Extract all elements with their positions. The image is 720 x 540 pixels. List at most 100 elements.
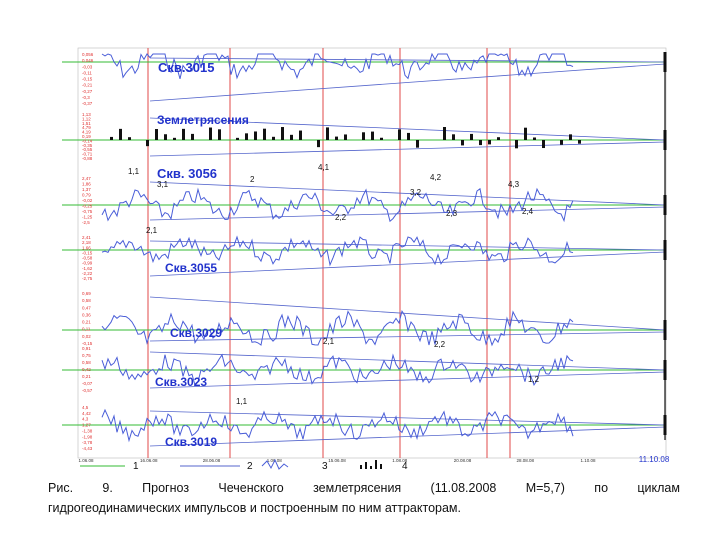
impulse-bar: [218, 129, 221, 140]
signal-line: [101, 309, 574, 347]
impulse-bar: [362, 132, 365, 140]
y-tick-label: 0,056: [82, 52, 94, 57]
impulse-bar: [533, 137, 536, 140]
impulse-bar: [254, 131, 257, 140]
impulse-bar: [272, 136, 275, 140]
y-tick-label: 1,86: [82, 182, 91, 187]
y-tick-label: -0,15: [82, 250, 93, 255]
y-tick-label: -0,11: [82, 70, 92, 75]
extremum-label: 1,1: [128, 167, 140, 176]
y-tick-label: 0,91: [82, 346, 91, 351]
x-tick-label: 1.06.08: [78, 458, 94, 463]
x-tick-label: 15.06.08: [328, 458, 346, 463]
y-tick-label: 1,13: [82, 112, 91, 117]
y-tick-label: 0,47: [82, 305, 91, 310]
y-tick-label: -0,07: [82, 381, 93, 386]
y-tick-label: -0,15: [82, 341, 93, 346]
impulse-bar: [542, 140, 545, 149]
y-tick-label: -2,75: [82, 276, 93, 281]
legend-label: 2: [247, 461, 253, 470]
x-tick-label: 1.08.08: [392, 458, 408, 463]
y-tick-label: -1,98: [82, 434, 93, 439]
impulse-bar: [470, 133, 473, 140]
y-tick-label: -4,43: [82, 446, 93, 451]
y-tick-label: 1,27: [82, 423, 91, 428]
series-name-label: Скв. 3056: [157, 166, 217, 181]
y-tick-label: -3,78: [82, 440, 93, 445]
legend-swatch-bar: [365, 462, 367, 469]
attractor-line: [149, 181, 666, 206]
x-tick-label: 28.08.08: [516, 458, 534, 463]
caption-word: землетрясения: [313, 481, 402, 495]
y-tick-label: -0,71: [82, 152, 93, 157]
attractor-line: [149, 63, 666, 102]
attractor-line: [149, 296, 666, 331]
extremum-label: 1,1: [236, 397, 248, 406]
extremum-label: 4,3: [508, 180, 520, 189]
extremum-label: 1,2: [528, 375, 540, 384]
y-tick-label: 0,21: [82, 374, 91, 379]
caption-word: 9.: [102, 481, 113, 495]
impulse-bar: [128, 137, 131, 140]
y-tick-label: -0,3: [82, 95, 90, 100]
impulse-bar: [443, 127, 446, 140]
y-tick-label: 1,66: [82, 245, 91, 250]
y-tick-label: 0,19: [82, 134, 91, 139]
impulse-bar: [299, 130, 302, 140]
impulse-bar: [209, 127, 212, 140]
legend-swatch-bar: [370, 466, 372, 469]
extremum-label: 2: [250, 175, 255, 184]
series-name-label: Скв.3019: [165, 435, 217, 449]
y-tick-label: 0,02: [82, 334, 91, 339]
caption-word: Прогноз: [142, 481, 190, 495]
y-tick-label: -0,75: [82, 209, 93, 214]
legend-label: 4: [402, 461, 408, 470]
y-tick-label: 0,69: [82, 291, 91, 296]
y-tick-label: -0,27: [82, 89, 93, 94]
impulse-bar: [317, 140, 320, 148]
x-tick-label: 16.06.08: [140, 458, 158, 463]
impulse-bar: [236, 137, 239, 140]
impulse-bar: [398, 129, 401, 140]
x-tick-label: 28.06.08: [203, 458, 221, 463]
attractor-line: [149, 331, 666, 342]
impulse-bar: [452, 134, 455, 140]
legend-swatch-bar: [375, 460, 377, 469]
extremum-label: 2,2: [434, 340, 446, 349]
y-tick-label: 4,79: [82, 125, 91, 130]
y-tick-label: -0,03: [82, 64, 93, 69]
extremum-label: 2,4: [522, 207, 534, 216]
y-tick-label: 0,046: [82, 58, 94, 63]
y-tick-label: 2,41: [82, 235, 91, 240]
y-tick-label: -0,58: [82, 256, 93, 261]
series-name-label: Землетрясения: [157, 113, 249, 127]
attractor-line: [149, 251, 666, 277]
impulse-bar: [119, 128, 122, 140]
y-tick-label: 0,11: [82, 327, 91, 332]
extremum-label: 4,2: [430, 173, 442, 182]
impulse-bar: [344, 134, 347, 140]
impulse-bar: [488, 140, 491, 145]
y-tick-label: -1,38: [82, 428, 93, 433]
impulse-bar: [173, 137, 176, 140]
y-tick-label: 0,75: [82, 353, 91, 358]
impulse-bar: [281, 127, 284, 140]
attractor-line: [149, 206, 666, 221]
caption-word: (11.08.2008: [430, 481, 497, 495]
extremum-label: 2,1: [323, 337, 335, 346]
impulse-bar: [164, 134, 167, 140]
series-name-label: Скв.3029: [170, 326, 222, 340]
y-tick-label: 0,58: [82, 298, 91, 303]
impulse-bar: [515, 140, 518, 149]
attractor-line: [149, 351, 666, 371]
series-name-label: Скв.3055: [165, 261, 217, 275]
y-tick-label: 2,18: [82, 240, 91, 245]
y-tick-label: 1,37: [82, 187, 91, 192]
signal-line: [101, 408, 574, 443]
y-tick-label: -0,15: [82, 77, 93, 82]
impulse-bar: [110, 136, 113, 140]
attractor-line: [149, 57, 666, 63]
extremum-label: 3,2: [410, 188, 422, 197]
plot-frame: [77, 47, 667, 459]
attractor-line: [149, 240, 666, 251]
